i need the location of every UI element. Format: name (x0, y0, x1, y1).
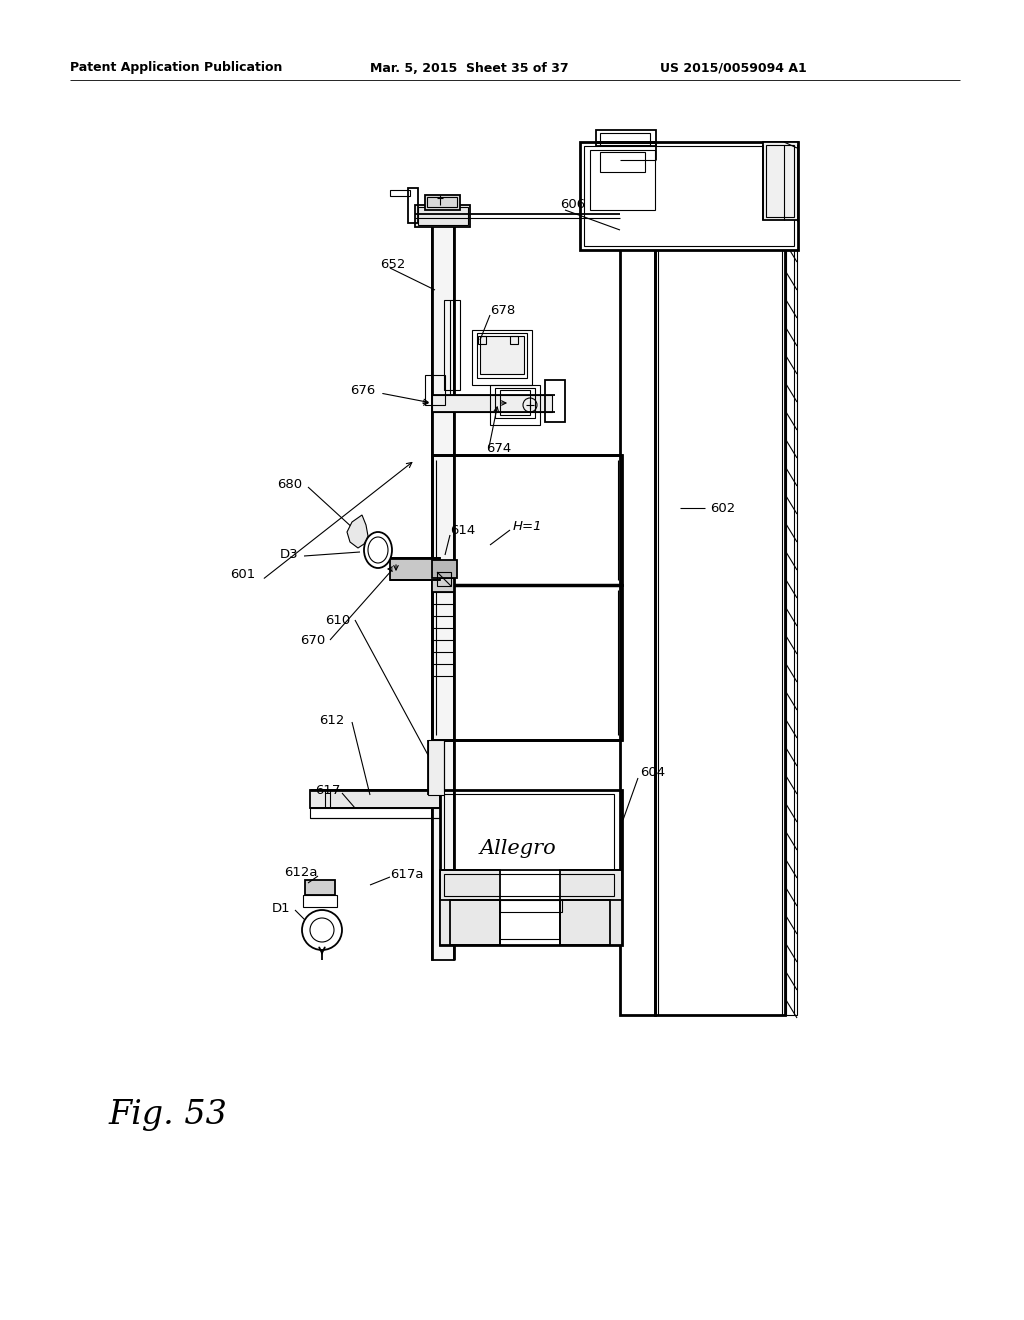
Bar (545, 380, 565, 422)
Text: 604: 604 (640, 767, 666, 780)
Bar (620, 145, 655, 1015)
Bar (432, 455, 622, 585)
Text: 612: 612 (318, 714, 344, 726)
Bar (596, 129, 656, 147)
Bar (437, 572, 451, 586)
Text: H=1: H=1 (513, 520, 543, 533)
Bar (444, 874, 614, 896)
Bar (432, 578, 454, 591)
Text: 617a: 617a (390, 867, 424, 880)
Bar (560, 870, 622, 945)
Text: 602: 602 (710, 502, 735, 515)
Text: Allegro: Allegro (480, 838, 557, 858)
Bar (390, 190, 410, 195)
Bar (490, 385, 540, 425)
Text: 617: 617 (314, 784, 340, 796)
Bar (425, 375, 445, 405)
Bar (427, 197, 457, 207)
PathPatch shape (347, 515, 368, 548)
Bar (305, 880, 335, 895)
Text: 674: 674 (486, 441, 511, 454)
Bar (418, 207, 468, 224)
Bar (440, 870, 500, 945)
Text: 601: 601 (229, 569, 255, 582)
Text: 676: 676 (350, 384, 375, 396)
Bar (432, 395, 552, 412)
Text: Fig. 53: Fig. 53 (108, 1100, 227, 1131)
Text: 670: 670 (300, 634, 325, 647)
Bar (763, 143, 798, 220)
Bar (444, 300, 460, 389)
Bar (655, 145, 785, 1015)
Bar (440, 789, 622, 945)
Bar (766, 145, 794, 216)
Bar (310, 789, 440, 808)
Text: D3: D3 (280, 549, 298, 561)
Bar (425, 195, 460, 210)
Ellipse shape (364, 532, 392, 568)
Bar (432, 560, 457, 578)
Bar (510, 337, 518, 345)
Bar (415, 205, 470, 227)
Text: 678: 678 (490, 304, 515, 317)
Text: Patent Application Publication: Patent Application Publication (70, 62, 283, 74)
Text: 606: 606 (560, 198, 585, 211)
Bar (580, 143, 798, 249)
Bar (390, 558, 440, 579)
Text: US 2015/0059094 A1: US 2015/0059094 A1 (660, 62, 807, 74)
Bar (477, 333, 527, 378)
Bar (472, 330, 532, 385)
Bar (560, 900, 610, 945)
Text: 680: 680 (276, 479, 302, 491)
Bar (600, 152, 645, 172)
Bar (303, 895, 337, 907)
Bar (480, 337, 524, 374)
Bar (440, 870, 622, 900)
Circle shape (302, 909, 342, 950)
Text: 610: 610 (325, 614, 350, 627)
Text: Mar. 5, 2015  Sheet 35 of 37: Mar. 5, 2015 Sheet 35 of 37 (370, 62, 568, 74)
Bar (432, 585, 622, 741)
Bar (495, 388, 535, 418)
Bar (432, 210, 454, 960)
Bar (428, 741, 444, 795)
Bar (600, 133, 650, 145)
Bar (500, 900, 562, 912)
Text: 652: 652 (380, 259, 406, 272)
Bar (450, 900, 500, 945)
Bar (785, 145, 797, 1015)
Bar (500, 389, 530, 414)
Bar (478, 337, 486, 345)
Text: D1: D1 (271, 902, 290, 915)
Text: 612a: 612a (285, 866, 318, 879)
Text: 614: 614 (450, 524, 475, 536)
Bar (584, 147, 794, 246)
Bar (444, 795, 614, 939)
Bar (408, 187, 418, 223)
Bar (310, 808, 440, 818)
Bar (590, 150, 655, 210)
